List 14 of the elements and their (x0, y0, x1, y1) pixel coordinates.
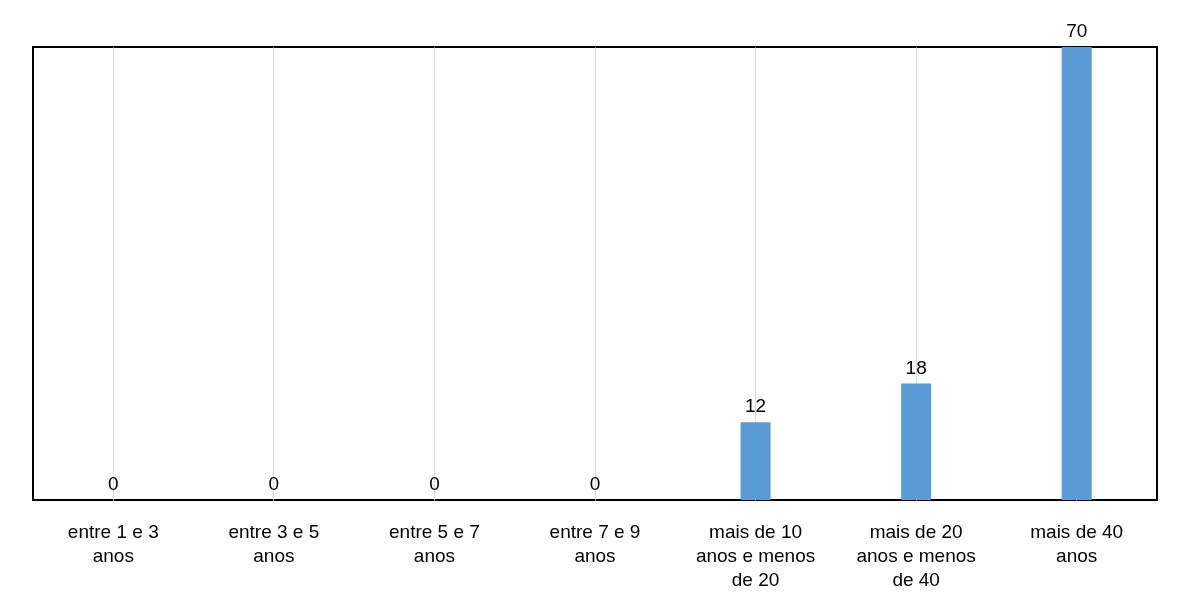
x-tick-label: mais de 20 anos e menos de 40 (856, 520, 976, 590)
x-tick-label: entre 3 e 5 anos (228, 520, 320, 566)
data-label: 12 (745, 395, 767, 417)
x-tick-label: entre 1 e 3 anos (67, 520, 159, 566)
data-label: 0 (429, 473, 440, 494)
data-label: 18 (905, 356, 927, 378)
data-label: 70 (1066, 20, 1088, 41)
x-tick-label: mais de 40 anos (1030, 520, 1124, 566)
data-label: 0 (268, 473, 280, 494)
x-tick-label: mais de 10 anos e menos de 20 (695, 520, 816, 590)
x-tick-label: entre 7 e 9 anos (549, 520, 641, 566)
data-label: 0 (108, 473, 119, 494)
x-tick-label: entre 5 e 7 anos (389, 520, 480, 566)
data-label: 0 (589, 473, 601, 494)
